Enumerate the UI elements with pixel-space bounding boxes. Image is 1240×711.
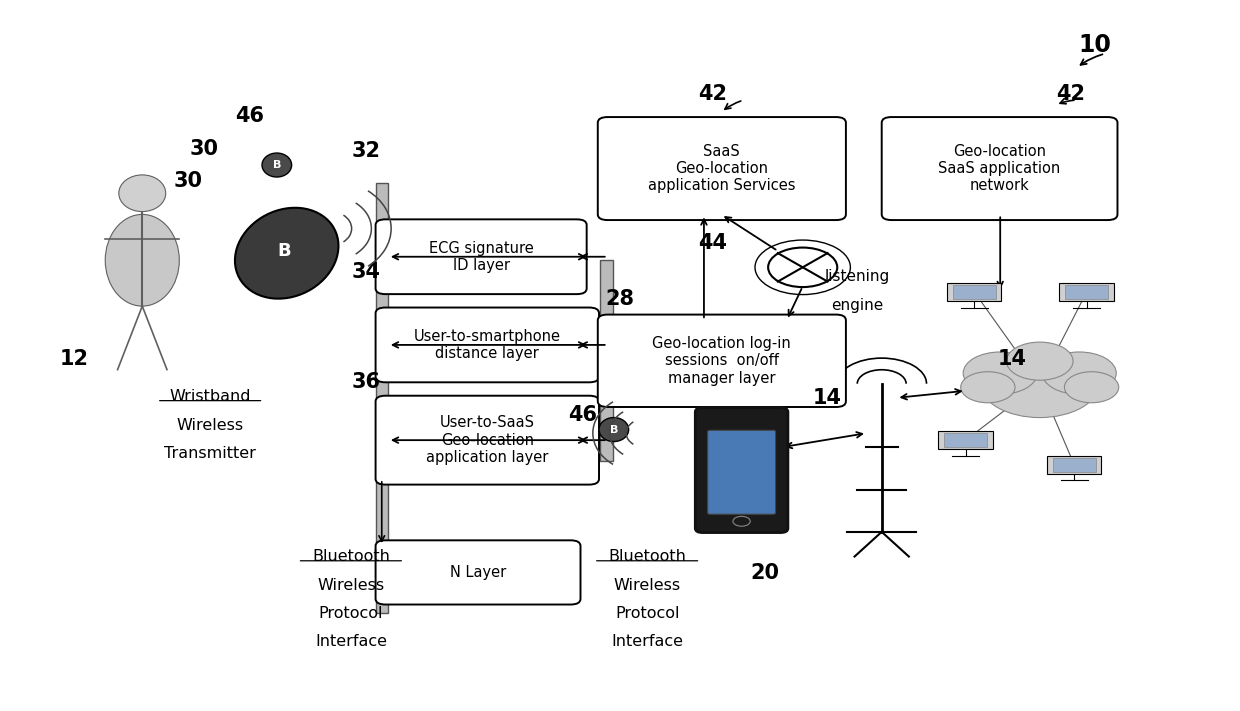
Text: Geo-location log-in
sessions  on/off
manager layer: Geo-location log-in sessions on/off mana…: [652, 336, 791, 385]
Ellipse shape: [234, 208, 339, 299]
Circle shape: [1042, 352, 1116, 395]
Text: N Layer: N Layer: [450, 565, 506, 580]
FancyBboxPatch shape: [598, 117, 846, 220]
FancyBboxPatch shape: [598, 314, 846, 407]
Bar: [952, 285, 996, 299]
Text: 30: 30: [174, 171, 202, 191]
Text: 34: 34: [351, 262, 381, 282]
Bar: [1065, 285, 1109, 299]
Text: Protocol: Protocol: [615, 606, 680, 621]
Bar: [1059, 283, 1114, 301]
Bar: [1047, 456, 1101, 474]
Circle shape: [963, 352, 1037, 395]
Text: Protocol: Protocol: [319, 606, 383, 621]
Text: 14: 14: [813, 387, 842, 408]
Bar: [376, 183, 388, 613]
Text: B: B: [610, 424, 618, 434]
Bar: [1053, 458, 1096, 472]
Text: 42: 42: [698, 85, 727, 105]
FancyBboxPatch shape: [376, 540, 580, 604]
Text: SaaS
Geo-location
application Services: SaaS Geo-location application Services: [649, 144, 796, 193]
Text: 46: 46: [568, 405, 598, 425]
FancyBboxPatch shape: [882, 117, 1117, 220]
Text: Wireless: Wireless: [614, 578, 681, 593]
Text: 44: 44: [698, 232, 727, 252]
Bar: [600, 260, 613, 461]
Text: 10: 10: [1079, 33, 1112, 57]
Text: Bluetooth: Bluetooth: [312, 550, 389, 565]
Text: 12: 12: [60, 349, 89, 369]
Bar: [939, 431, 993, 449]
Text: 42: 42: [1056, 85, 1085, 105]
FancyBboxPatch shape: [708, 430, 775, 514]
Text: B: B: [273, 160, 281, 170]
Text: Interface: Interface: [315, 634, 387, 649]
Ellipse shape: [119, 175, 166, 212]
Ellipse shape: [599, 417, 629, 442]
Ellipse shape: [105, 215, 180, 306]
Text: Wireless: Wireless: [317, 578, 384, 593]
Text: Wireless: Wireless: [176, 417, 244, 432]
FancyBboxPatch shape: [376, 308, 599, 383]
FancyBboxPatch shape: [376, 396, 599, 485]
Circle shape: [1064, 372, 1118, 402]
Text: ECG signature
ID layer: ECG signature ID layer: [429, 240, 533, 273]
Text: Bluetooth: Bluetooth: [609, 550, 686, 565]
Text: listening: listening: [825, 269, 889, 284]
Text: User-to-smartphone
distance layer: User-to-smartphone distance layer: [414, 328, 560, 361]
Text: B: B: [278, 242, 291, 260]
Text: Transmitter: Transmitter: [164, 446, 257, 461]
Text: 28: 28: [605, 289, 635, 309]
Text: 20: 20: [750, 563, 779, 583]
Text: 32: 32: [351, 141, 381, 161]
Text: engine: engine: [831, 298, 883, 313]
Ellipse shape: [262, 153, 291, 177]
Circle shape: [1007, 342, 1073, 380]
Text: 30: 30: [190, 139, 218, 159]
Bar: [947, 283, 1002, 301]
FancyBboxPatch shape: [696, 407, 787, 533]
FancyBboxPatch shape: [376, 220, 587, 294]
Text: Wristband: Wristband: [170, 390, 250, 405]
Circle shape: [961, 372, 1016, 402]
Bar: [944, 433, 987, 447]
Text: 14: 14: [998, 349, 1027, 369]
Text: 36: 36: [351, 372, 381, 392]
Circle shape: [981, 350, 1099, 417]
Text: 46: 46: [236, 106, 264, 126]
Text: User-to-SaaS
Geo-location
application layer: User-to-SaaS Geo-location application la…: [427, 415, 548, 465]
Text: Geo-location
SaaS application
network: Geo-location SaaS application network: [939, 144, 1060, 193]
Text: Interface: Interface: [611, 634, 683, 649]
